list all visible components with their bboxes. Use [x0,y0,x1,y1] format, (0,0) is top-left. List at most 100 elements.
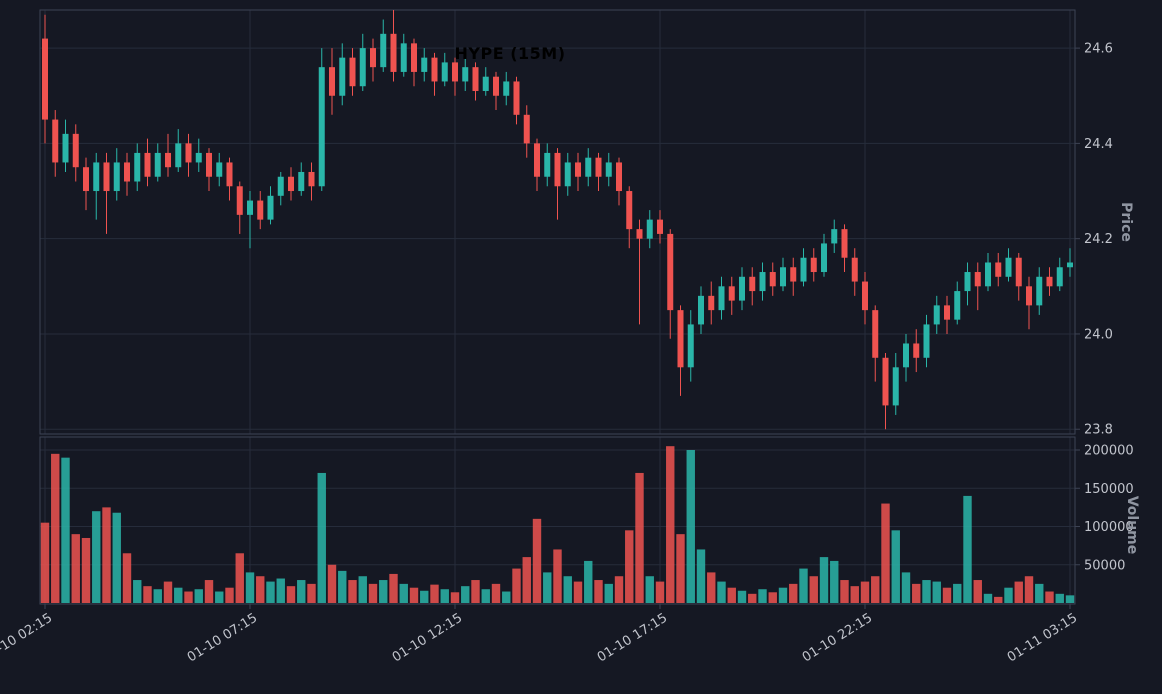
volume-bar [389,573,398,603]
volume-bar [522,557,531,603]
candle-body [503,81,510,96]
volume-bar [61,457,70,603]
candle-body [995,262,1002,277]
candle-body [862,281,868,311]
candle-body [390,33,397,72]
volume-bar [102,507,111,603]
candle-body [1046,276,1053,287]
volume-bar [686,450,695,603]
candle-body [380,33,387,68]
volume-bar [286,586,296,603]
candle-body [892,367,899,406]
candle-body [564,162,571,187]
volume-bar [778,587,788,603]
volume-bar [614,576,624,603]
candle-body [154,152,161,177]
candle-body [933,305,940,325]
candle-body [687,324,694,368]
candle-body [1026,286,1032,306]
volume-bar [850,586,859,603]
volume-bar [461,586,470,603]
candle-body [1056,267,1063,287]
candle-body [800,257,807,282]
volume-bar [153,589,162,603]
candle-body [882,357,889,406]
volume-bar [789,583,798,603]
volume-bar [71,534,80,603]
candle-body [616,162,622,192]
candle-body [749,276,756,292]
volume-bar [727,587,736,603]
candle-body [411,43,417,72]
candle-body [329,67,335,96]
candle-body [718,286,725,311]
candle-body [482,76,489,91]
candle-body [1005,257,1012,277]
volume-bar [256,576,265,603]
candle-body [872,310,879,358]
candle-body [677,310,684,368]
volume-bar [717,581,726,603]
volume-tick-label: 200000 [1084,444,1134,459]
volume-bar [912,583,921,603]
volume-panel-border [39,436,1076,605]
candle-body [431,57,438,82]
candle-body [780,267,786,287]
candle-body [944,305,950,320]
volume-bar [594,580,603,603]
candle-body [277,176,284,196]
volume-bar [245,572,255,603]
candle-body [308,171,315,187]
volume-bar [430,584,439,603]
candle-body [62,133,69,163]
volume-bar [512,568,521,603]
candle-body [728,286,735,301]
candle-body [359,48,366,87]
volume-bar [758,589,767,603]
candle-body [288,176,294,192]
candle-body [544,152,551,177]
candle-body [349,57,356,87]
candle-body [93,162,100,192]
volume-bar [635,472,644,603]
candle-body [585,157,592,177]
candle-body [113,162,120,192]
candle-body [72,133,79,168]
candle-body [247,200,253,215]
candle-body [452,62,458,82]
volume-bar [922,580,931,603]
candle-body [462,67,469,82]
candle-body [52,119,59,163]
candle-body [441,62,448,82]
volume-bar [491,583,501,603]
chart-title: HYPE (15M) [454,44,566,63]
volume-bar [696,549,706,603]
volume-bar [440,589,449,603]
candle-body [595,157,602,177]
candle-body [534,143,540,177]
volume-bar [225,587,234,603]
candle-body [472,67,479,91]
volume-bar [348,580,357,603]
volume-bar [184,591,193,603]
price-tick-label: 24.6 [1084,42,1113,57]
volume-bar [40,522,50,603]
candle-body [144,152,151,177]
volume-bar [1014,581,1023,603]
volume-bar [81,537,91,603]
candle-body [913,343,920,358]
volume-bar [92,511,101,603]
candle-body [370,48,376,68]
volume-bar [676,534,685,603]
volume-bar [409,587,419,603]
candle-body [1015,257,1022,287]
x-tick-label: 01-10 07:15 [185,611,260,666]
candle-body [257,200,264,220]
volume-bar [317,472,326,603]
volume-bar [122,553,132,603]
candle-body [698,295,704,325]
candle-body [165,152,171,168]
x-tick-label: 01-10 12:15 [390,611,465,666]
candle-body [954,291,961,320]
